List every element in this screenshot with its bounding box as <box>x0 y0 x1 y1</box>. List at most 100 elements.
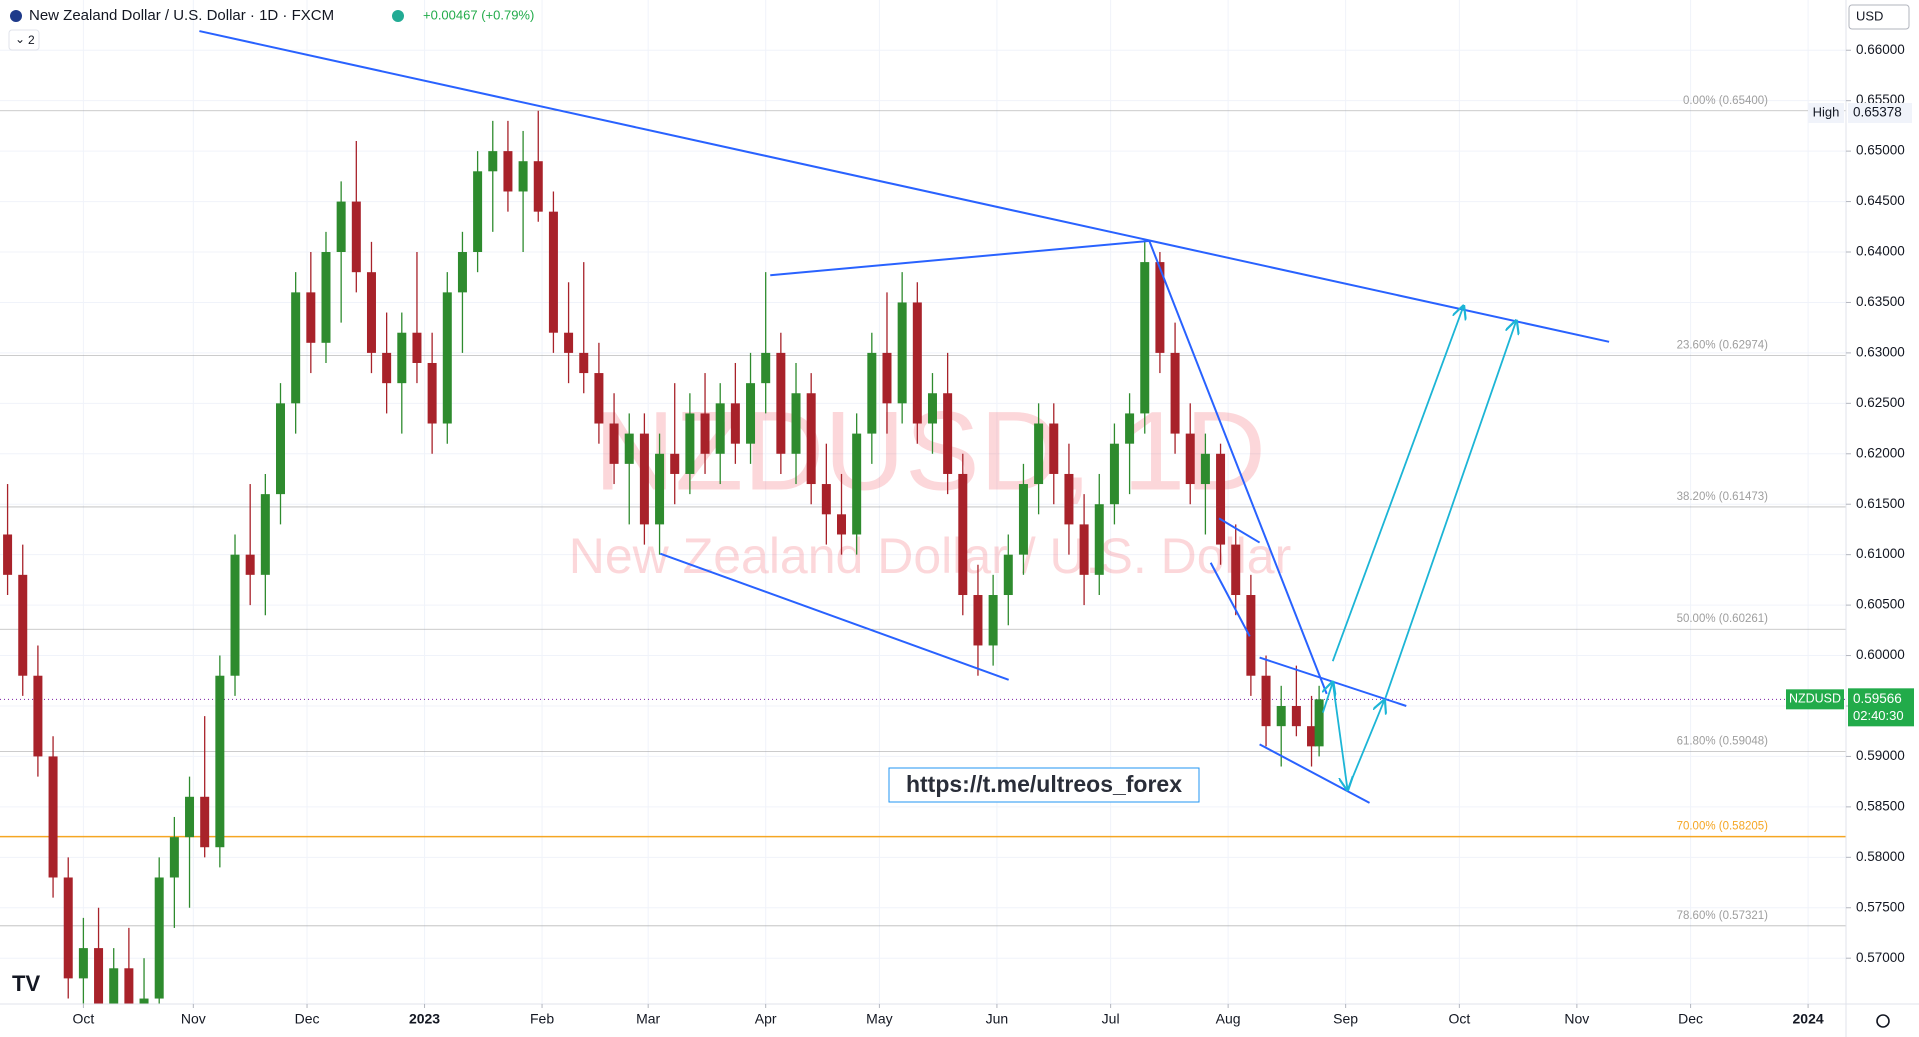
trend-line <box>1209 562 1251 637</box>
y-tick-label: 0.60500 <box>1856 597 1905 612</box>
trend-line <box>1218 517 1261 544</box>
candle-body <box>564 332 574 353</box>
drawings <box>199 30 1610 804</box>
candle-body <box>291 292 301 404</box>
candle-body <box>200 796 210 848</box>
candle-body <box>867 352 877 434</box>
y-tick-label: 0.59000 <box>1856 748 1905 763</box>
symbol-tag-box <box>1786 689 1844 710</box>
candle-body <box>1155 262 1165 353</box>
axes: 0.57000 0.57500 0.58000 0.58500 0.59000 0.595… <box>73 42 1914 1027</box>
trend-line <box>659 552 1010 681</box>
fib-level-label: 78.60% (0.57321) <box>1677 910 1769 922</box>
candle-body <box>473 171 483 253</box>
header: New Zealand Dollar / U.S. Dollar · 1D · … <box>8 4 1910 51</box>
x-tick-label: Oct <box>1448 1011 1470 1027</box>
market-status[interactable] <box>392 10 404 22</box>
y-tick-label: 0.57500 <box>1856 899 1905 914</box>
candle-body <box>109 968 119 1004</box>
candle-body <box>321 252 331 343</box>
candle-body <box>1109 443 1119 505</box>
candle-body <box>245 554 255 575</box>
candle-body <box>1307 726 1317 747</box>
candle-body <box>1261 675 1271 727</box>
candle-body <box>48 756 58 878</box>
candle-body <box>306 292 316 343</box>
candle-body <box>776 352 786 454</box>
x-tick-label: Nov <box>1564 1011 1589 1027</box>
toggle-chevron: ⌄ <box>15 32 25 46</box>
candle-body <box>1216 453 1226 545</box>
countdown-label: 02:40:30 <box>1853 708 1904 723</box>
candles <box>3 110 1324 1004</box>
candle-body <box>63 877 73 979</box>
candle-body <box>185 796 195 838</box>
watermark-description: New Zealand Dollar / U.S. Dollar <box>569 528 1292 584</box>
candle-body <box>442 292 452 424</box>
settings-icon[interactable] <box>1876 1014 1890 1028</box>
candle-body <box>382 352 392 384</box>
symbol-tag-label: NZDUSD <box>1789 692 1841 706</box>
logo[interactable]: TV <box>12 971 40 996</box>
candle-body <box>457 252 467 293</box>
x-tick-label: Dec <box>1678 1011 1703 1027</box>
high-value-label: 0.65378 <box>1853 105 1902 120</box>
trend-line <box>770 239 1150 277</box>
y-tick-label: 0.63500 <box>1856 294 1905 309</box>
candle-body <box>1231 544 1241 596</box>
y-tick-label: 0.58500 <box>1856 798 1905 813</box>
candle-body <box>685 413 695 474</box>
candle-body <box>655 453 665 525</box>
fib-level-label: 23.60% (0.62974) <box>1677 340 1769 352</box>
candle-body <box>124 968 134 1004</box>
y-tick-label: 0.58000 <box>1856 849 1905 864</box>
currency-button[interactable] <box>1848 4 1910 30</box>
x-tick-label: Aug <box>1216 1011 1241 1027</box>
high-tag-label: High <box>1813 104 1840 119</box>
indicator-count: 2 <box>28 33 35 47</box>
candle-body <box>169 837 179 878</box>
y-tick-label: 0.61500 <box>1856 496 1905 511</box>
link-box: https://t.me/ultreos_forex <box>888 767 1200 803</box>
price-change: +0.00467 (+0.79%) <box>423 7 534 22</box>
high-value-box <box>1848 102 1912 123</box>
candle-body <box>973 595 983 646</box>
candle-body <box>488 151 498 172</box>
candle-body <box>397 332 407 384</box>
symbol-title[interactable]: New Zealand Dollar / U.S. Dollar · 1D · … <box>29 7 334 24</box>
candle-body <box>1246 595 1256 676</box>
candle-body <box>927 393 937 424</box>
x-tick-label: Oct <box>73 1011 95 1027</box>
y-tick-label: 0.63000 <box>1856 344 1905 359</box>
flag-icon <box>10 10 22 22</box>
candle-body <box>791 393 801 454</box>
candle-body <box>579 352 589 374</box>
link-text[interactable]: https://t.me/ultreos_forex <box>906 771 1182 797</box>
candle-body <box>276 403 286 495</box>
candle-body <box>700 413 710 454</box>
last-price-label: 0.59566 <box>1853 691 1902 706</box>
candle-body <box>78 948 88 979</box>
candle-body <box>503 151 513 192</box>
candle-body <box>639 433 649 525</box>
link-border <box>888 767 1200 803</box>
x-tick-label: Sep <box>1333 1011 1358 1027</box>
x-tick-label: 2023 <box>409 1011 440 1027</box>
candle-body <box>533 161 543 212</box>
fib-level-label: 0.00% (0.65400) <box>1683 95 1768 107</box>
indicators-toggle[interactable] <box>8 29 40 51</box>
candle-body <box>1140 262 1150 414</box>
candle-body <box>821 484 831 515</box>
projection-arrow <box>1323 682 1333 713</box>
candle-body <box>518 161 528 192</box>
projection-arrow <box>1331 306 1464 662</box>
candle-body <box>837 514 847 535</box>
candle-body <box>3 534 13 575</box>
fib-retracement: 0.00% (0.65400) 23.60% (0.62974) 38.20% (0… <box>0 95 1846 927</box>
candle-body <box>366 272 376 353</box>
x-tick-label: Dec <box>295 1011 320 1027</box>
candle-body <box>1049 423 1059 474</box>
candle-body <box>1276 705 1286 727</box>
candle-body <box>336 201 346 253</box>
